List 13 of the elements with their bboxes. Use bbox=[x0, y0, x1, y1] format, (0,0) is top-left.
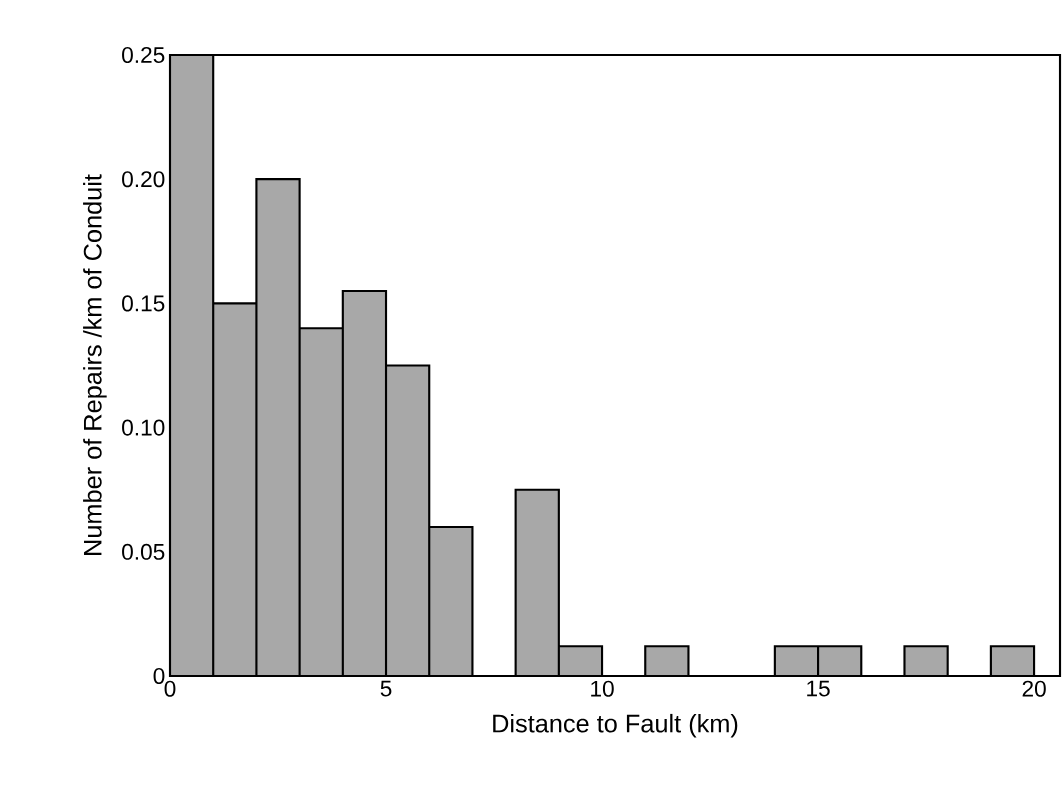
y-tick-label: 0.25 bbox=[122, 46, 165, 64]
y-axis-title: Number of Repairs /km of Conduit bbox=[83, 174, 107, 555]
y-tick-label: 0.10 bbox=[122, 419, 165, 436]
y-tick-label: 0.20 bbox=[122, 171, 165, 188]
x-tick-label: 0 bbox=[164, 680, 176, 697]
x-tick-label: 15 bbox=[807, 680, 830, 697]
x-axis-title: Distance to Fault (km) bbox=[493, 713, 738, 738]
y-tick-label: 0 bbox=[153, 667, 165, 685]
x-tick-label: 10 bbox=[591, 680, 614, 697]
y-tick-label: 0.15 bbox=[122, 295, 165, 312]
x-tick-label: 20 bbox=[1022, 680, 1046, 697]
y-tick-label: 0.05 bbox=[122, 543, 165, 560]
x-tick-label: 5 bbox=[380, 680, 392, 697]
